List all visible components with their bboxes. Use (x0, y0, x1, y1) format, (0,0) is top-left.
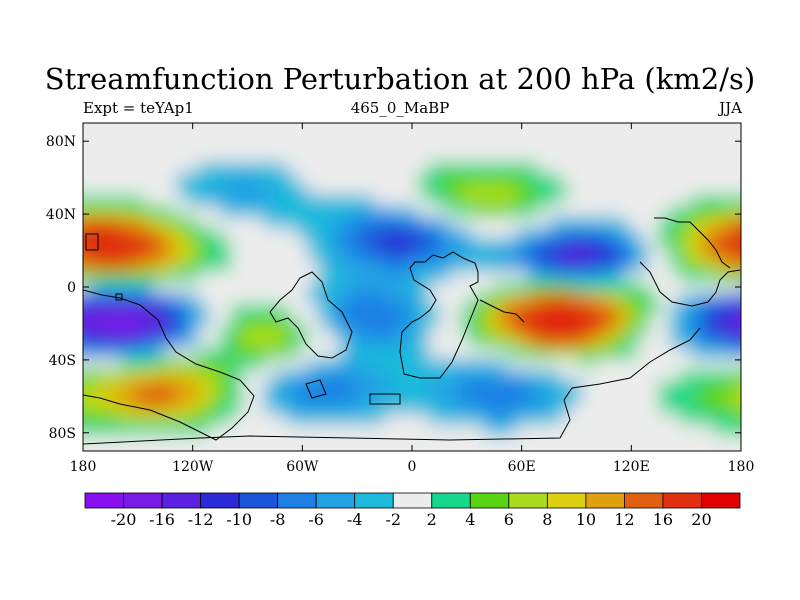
colorbar-box-12 (546, 492, 587, 509)
coastline-island-c (305, 379, 327, 399)
colorbar-box-4 (238, 492, 279, 509)
colorbar-box-6 (315, 492, 356, 509)
coastline-antarctica (83, 327, 701, 445)
coastline-arabia (479, 299, 525, 323)
coastline-north-america (83, 289, 255, 441)
colorbar-box-7 (354, 492, 394, 509)
field-layer (83, 123, 741, 451)
y-tick-label-3: 40S (49, 353, 76, 369)
colorbar-box-9 (431, 492, 471, 509)
colorbar-label-11: 8 (542, 510, 552, 529)
colorbar-label-13: 12 (614, 510, 634, 529)
coastline-island-b (85, 233, 99, 251)
coastline-east-asia (654, 217, 731, 269)
colorbar-label-5: -6 (308, 510, 324, 529)
colorbar-label-12: 10 (576, 510, 596, 529)
x-tick-label-4: 60E (508, 459, 536, 475)
colorbar-box-13 (585, 492, 625, 509)
x-tick-label-2: 60W (286, 459, 319, 475)
colorbar-label-15: 20 (691, 510, 711, 529)
colorbar-label-9: 4 (465, 510, 475, 529)
colorbar-box-8 (392, 492, 433, 509)
chart-title: Streamfunction Perturbation at 200 hPa (… (44, 62, 756, 96)
colorbar-label-14: 16 (653, 510, 673, 529)
y-tick-label-1: 40N (46, 207, 76, 223)
y-tick-label-4: 80S (49, 426, 76, 442)
colorbar-label-6: -4 (347, 510, 363, 529)
y-tick-label-2: 0 (67, 280, 76, 296)
colorbar-label-7: -2 (385, 510, 401, 529)
colorbar-label-4: -8 (270, 510, 286, 529)
case-label: 465_0_MaBP (350, 99, 450, 117)
colorbar: -20 -16 -12 -10 -8 -6 -4 -2 2 4 6 8 10 12 16 20 (84, 492, 741, 529)
coastline-africa (399, 251, 479, 379)
x-tick-label-6: 180 (728, 459, 755, 475)
colorbar-label-0: -20 (111, 510, 137, 529)
coastline-layer (83, 217, 741, 445)
colorbar-label-8: 2 (427, 510, 437, 529)
colorbar-box-14 (624, 492, 664, 509)
colorbar-box-0 (84, 492, 124, 509)
colorbar-label-3: -10 (226, 510, 252, 529)
y-tick-label-0: 80N (46, 134, 76, 150)
experiment-label: Expt = teYAp1 (83, 99, 194, 117)
colorbar-box-1 (123, 492, 163, 509)
x-tick-label-0: 180 (70, 459, 97, 475)
colorbar-label-1: -16 (149, 510, 175, 529)
x-tick-label-3: 0 (408, 459, 417, 475)
x-tick-label-1: 120W (172, 459, 214, 475)
colorbar-label-10: 6 (504, 510, 514, 529)
colorbar-box-15 (662, 492, 702, 509)
colorbar-box-11 (508, 492, 548, 509)
colorbar-box-5 (277, 492, 317, 509)
colorbar-box-2 (161, 492, 201, 509)
axis-layer: 180 120W 60W 0 60E 120E 180 80N 40N 0 40S 80S (46, 123, 754, 475)
colorbar-label-2: -12 (188, 510, 214, 529)
coastline-south-america (269, 271, 353, 359)
coastline-island-a (115, 293, 123, 301)
coastline-australia (639, 261, 741, 307)
coastline-island-d (369, 393, 401, 405)
season-label: JJA (719, 99, 742, 117)
colorbar-box-16 (701, 492, 741, 509)
colorbar-box-3 (200, 492, 240, 509)
colorbar-box-10 (469, 492, 510, 509)
x-tick-label-5: 120E (613, 459, 650, 475)
